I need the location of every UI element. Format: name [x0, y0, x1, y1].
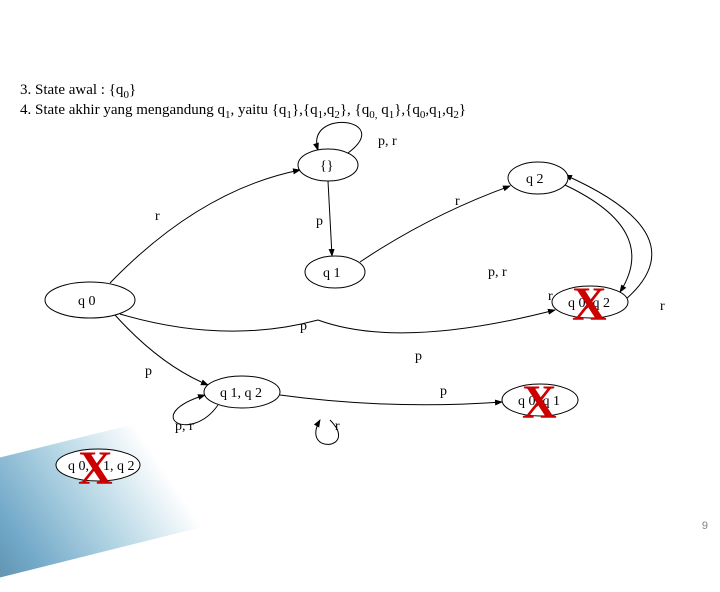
- label-p-lower: p: [300, 319, 307, 334]
- node-empty: {}: [298, 149, 358, 181]
- label-r-left: r: [155, 209, 160, 224]
- label-pr-mid: p, r: [488, 265, 507, 280]
- label-r-far: r: [660, 299, 665, 314]
- x-mark-q0q2: X: [572, 278, 607, 331]
- edge-q0-empty: [110, 170, 300, 283]
- node-q1q2: q 1, q 2: [204, 376, 280, 408]
- x-mark-q0q1: X: [522, 376, 557, 429]
- node-q1: q 1: [305, 256, 365, 288]
- edge-q1q2-q0q1: [280, 395, 502, 405]
- node-q0q2: q 0, q 2 X: [552, 278, 628, 331]
- node-q0: q 0: [45, 282, 135, 318]
- label-pr-loop: p, r: [175, 419, 194, 434]
- edge-q1-q2: [360, 186, 510, 262]
- edge-q0-lower1: [120, 314, 318, 331]
- x-mark-q0q1q2: X: [78, 442, 113, 495]
- svg-text:q 2: q 2: [526, 172, 544, 187]
- diagram-svg: r p, r p r p, r r r p p p p, r p r {} q …: [0, 0, 720, 540]
- page-number: 9: [702, 520, 708, 532]
- edge-empty-loop: [317, 122, 362, 153]
- svg-text:q 1, q 2: q 1, q 2: [220, 386, 262, 401]
- label-p-mid: p: [316, 214, 323, 229]
- label-pr-top: p, r: [378, 134, 397, 149]
- edge-q2-q0q2: [565, 185, 632, 292]
- label-r-loop: r: [335, 419, 340, 434]
- node-q0q1q2: q 0, q 1, q 2 X: [56, 442, 140, 495]
- edge-q0-lower2: [318, 310, 555, 333]
- node-q0q1: q 0, q 1 X: [502, 376, 578, 429]
- svg-text:{}: {}: [320, 159, 333, 174]
- label-p-lower2: p: [415, 349, 422, 364]
- edge-empty-q1: [328, 181, 332, 256]
- label-p-toq0q1: p: [440, 384, 447, 399]
- label-r-mid: r: [455, 194, 460, 209]
- label-p-arrow: p: [145, 364, 152, 379]
- edge-q0-q1q2: [115, 315, 208, 385]
- node-q2: q 2: [508, 162, 568, 194]
- svg-text:q 1: q 1: [323, 266, 341, 281]
- svg-text:q 0: q 0: [78, 294, 96, 309]
